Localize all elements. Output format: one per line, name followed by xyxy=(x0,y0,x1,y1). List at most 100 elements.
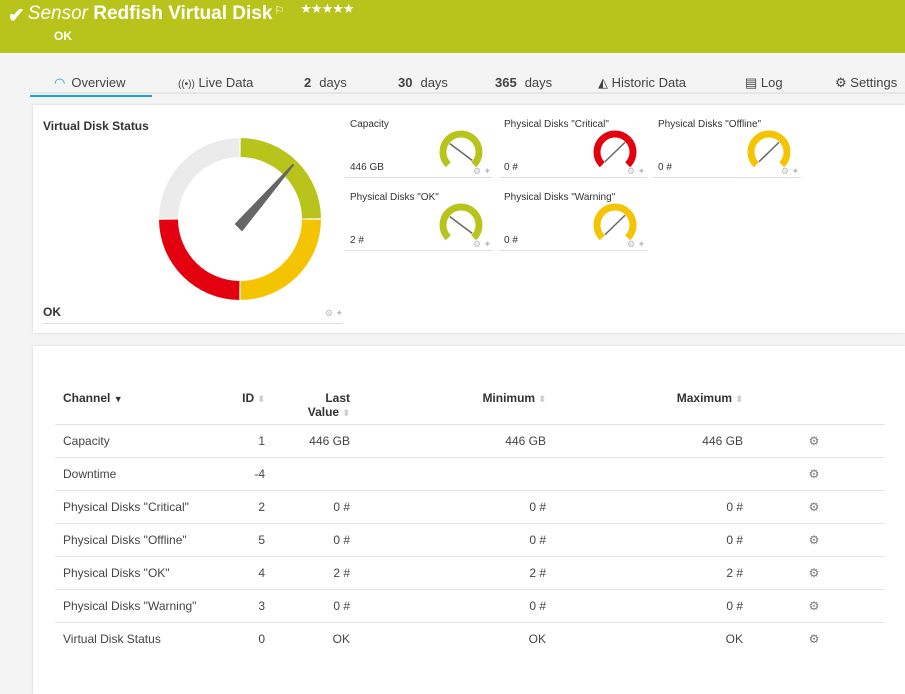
tab-num: 30 xyxy=(398,75,413,90)
col-minimum[interactable]: Minimum ⬍ xyxy=(350,378,546,424)
gauge-needle xyxy=(235,164,294,231)
channels-table: Channel ▼ ID ⬍ Last Value ⬍ Minimum ⬍ Max… xyxy=(55,378,885,655)
table-row[interactable]: Physical Disks "Critical" 2 0 # 0 # 0 # … xyxy=(55,489,885,523)
col-channel[interactable]: Channel ▼ xyxy=(55,378,225,424)
gauge-segment-warning xyxy=(240,219,321,300)
flag-icon[interactable]: ⚐ xyxy=(274,5,285,17)
col-last-value[interactable]: Last Value ⬍ xyxy=(265,378,350,424)
gauge-tile[interactable]: Capacity 446 GB ⚙ ✦ xyxy=(345,115,493,178)
sensor-name: Redfish Virtual Disk xyxy=(93,3,273,24)
cell-channel[interactable]: Capacity xyxy=(55,423,225,457)
tab-30-days[interactable]: 30 days xyxy=(398,75,448,90)
cell-last-value: OK xyxy=(265,621,350,655)
cell-id: 1 xyxy=(225,423,265,457)
gauge-settings-pin-icons[interactable]: ⚙ ✦ xyxy=(627,166,646,176)
sort-icon: ⬍ xyxy=(257,394,265,404)
tab-label: days xyxy=(420,75,448,90)
cell-minimum: 2 # xyxy=(350,555,546,589)
cell-maximum: OK xyxy=(546,621,743,655)
sort-down-icon: ▼ xyxy=(113,394,123,404)
cell-minimum: OK xyxy=(350,621,546,655)
table-row[interactable]: Virtual Disk Status 0 OK OK OK ⚙ xyxy=(55,621,885,655)
channel-settings-icon[interactable]: ⚙ xyxy=(743,456,885,490)
channel-settings-icon[interactable]: ⚙ xyxy=(743,423,885,457)
channel-settings-icon[interactable]: ⚙ xyxy=(743,522,885,556)
gauge-needle xyxy=(604,214,626,236)
gauge-tile[interactable]: Physical Disks "Offline" 0 # ⚙ ✦ xyxy=(653,115,801,178)
tab-log[interactable]: ▤ Log xyxy=(745,75,783,91)
main-status-gauge xyxy=(159,138,321,300)
cell-channel[interactable]: Virtual Disk Status xyxy=(55,621,225,655)
tab-2-days[interactable]: 2 days xyxy=(304,75,347,90)
cell-minimum: 446 GB xyxy=(350,423,546,457)
col-maximum[interactable]: Maximum ⬍ xyxy=(546,378,743,424)
col-maximum-label: Maximum xyxy=(676,391,733,405)
cell-channel[interactable]: Physical Disks "Offline" xyxy=(55,522,225,556)
channel-settings-icon[interactable]: ⚙ xyxy=(743,621,885,655)
gauge-label: Physical Disks "OK" xyxy=(350,192,439,203)
mini-gauge xyxy=(593,130,637,168)
gauge-segment-unknown xyxy=(159,138,240,219)
cell-id: 4 xyxy=(225,555,265,589)
cell-minimum: 0 # xyxy=(350,522,546,556)
tab-num: 2 xyxy=(304,75,312,90)
col-channel-label: Channel xyxy=(63,391,111,405)
channels-panel: Channel ▼ ID ⬍ Last Value ⬍ Minimum ⬍ Max… xyxy=(33,346,905,694)
tab-365-days[interactable]: 365 days xyxy=(495,75,552,90)
gauge-value: 0 # xyxy=(504,235,518,246)
cell-last-value: 2 # xyxy=(265,555,350,589)
cell-minimum xyxy=(350,456,546,490)
channel-settings-icon[interactable]: ⚙ xyxy=(743,588,885,622)
tab-overview[interactable]: ◠ Overview xyxy=(30,75,152,97)
gauge-value: 0 # xyxy=(504,162,518,173)
mini-gauge xyxy=(439,130,483,168)
priority-stars[interactable]: ★★★★★ xyxy=(300,1,354,16)
cell-channel[interactable]: Downtime xyxy=(55,456,225,490)
tab-label: Overview xyxy=(71,75,126,90)
gauge-tile[interactable]: Physical Disks "Critical" 0 # ⚙ ✦ xyxy=(499,115,647,178)
cell-id: 3 xyxy=(225,588,265,622)
cell-channel[interactable]: Physical Disks "Warning" xyxy=(55,588,225,622)
tab-settings[interactable]: ⚙ Settings xyxy=(835,75,897,91)
gauge-label: Physical Disks "Critical" xyxy=(504,119,609,130)
tab-label: Log xyxy=(760,75,783,90)
channel-settings-icon[interactable]: ⚙ xyxy=(743,489,885,523)
gauge-settings-pin-icons[interactable]: ⚙ ✦ xyxy=(473,166,492,176)
gauge-settings-pin-icons[interactable]: ⚙ ✦ xyxy=(473,239,492,249)
mini-gauge xyxy=(439,203,483,241)
cell-channel[interactable]: Physical Disks "Critical" xyxy=(55,489,225,523)
table-row[interactable]: Physical Disks "OK" 4 2 # 2 # 2 # ⚙ xyxy=(55,555,885,589)
tab-live-data[interactable]: ((•)) Live Data xyxy=(178,75,253,90)
mini-gauge xyxy=(747,130,791,168)
gauge-label: Physical Disks "Offline" xyxy=(658,119,762,130)
gauge-tile[interactable]: Physical Disks "OK" 2 # ⚙ ✦ xyxy=(345,188,493,251)
main-gauge-title: Virtual Disk Status xyxy=(43,119,149,133)
sensor-title-row: ✔ Sensor Redfish Virtual Disk ⚐ ★★★★★ xyxy=(8,1,355,28)
cell-channel[interactable]: Physical Disks "OK" xyxy=(55,555,225,589)
sort-icon: ⬍ xyxy=(735,394,743,404)
gauge-arc xyxy=(439,203,483,241)
check-icon: ✔ xyxy=(8,5,25,27)
col-minimum-label: Minimum xyxy=(482,391,536,405)
col-id-label: ID xyxy=(242,391,255,405)
tab-historic-data[interactable]: ◭ Historic Data xyxy=(598,75,686,91)
tab-bar: ◠ Overview ((•)) Live Data 2 days 30 days 3… xyxy=(30,70,905,97)
gauge-settings-pin-icons[interactable]: ⚙ ✦ xyxy=(781,166,800,176)
table-row[interactable]: Physical Disks "Warning" 3 0 # 0 # 0 # ⚙ xyxy=(55,588,885,622)
gauge-tile[interactable]: Physical Disks "Warning" 0 # ⚙ ✦ xyxy=(499,188,647,251)
channel-settings-icon[interactable]: ⚙ xyxy=(743,555,885,589)
cell-maximum: 2 # xyxy=(546,555,743,589)
gauge-settings-pin-icons[interactable]: ⚙ ✦ xyxy=(627,239,646,249)
table-row[interactable]: Physical Disks "Offline" 5 0 # 0 # 0 # ⚙ xyxy=(55,522,885,556)
cell-maximum: 0 # xyxy=(546,522,743,556)
table-row[interactable]: Capacity 1 446 GB 446 GB 446 GB ⚙ xyxy=(55,423,885,457)
cell-last-value: 0 # xyxy=(265,489,350,523)
sensor-status: OK xyxy=(54,29,72,43)
sensor-header: ✔ Sensor Redfish Virtual Disk ⚐ ★★★★★ OK xyxy=(0,0,905,53)
overview-panel: Virtual Disk Status OK ⚙ ✦ Capacity 446 … xyxy=(33,105,905,333)
col-id[interactable]: ID ⬍ xyxy=(225,378,265,424)
cell-last-value xyxy=(265,456,350,490)
table-row[interactable]: Downtime -4 ⚙ xyxy=(55,456,885,490)
gauge-settings-pin-icons[interactable]: ⚙ ✦ xyxy=(324,308,343,318)
tab-label: Historic Data xyxy=(611,75,687,90)
